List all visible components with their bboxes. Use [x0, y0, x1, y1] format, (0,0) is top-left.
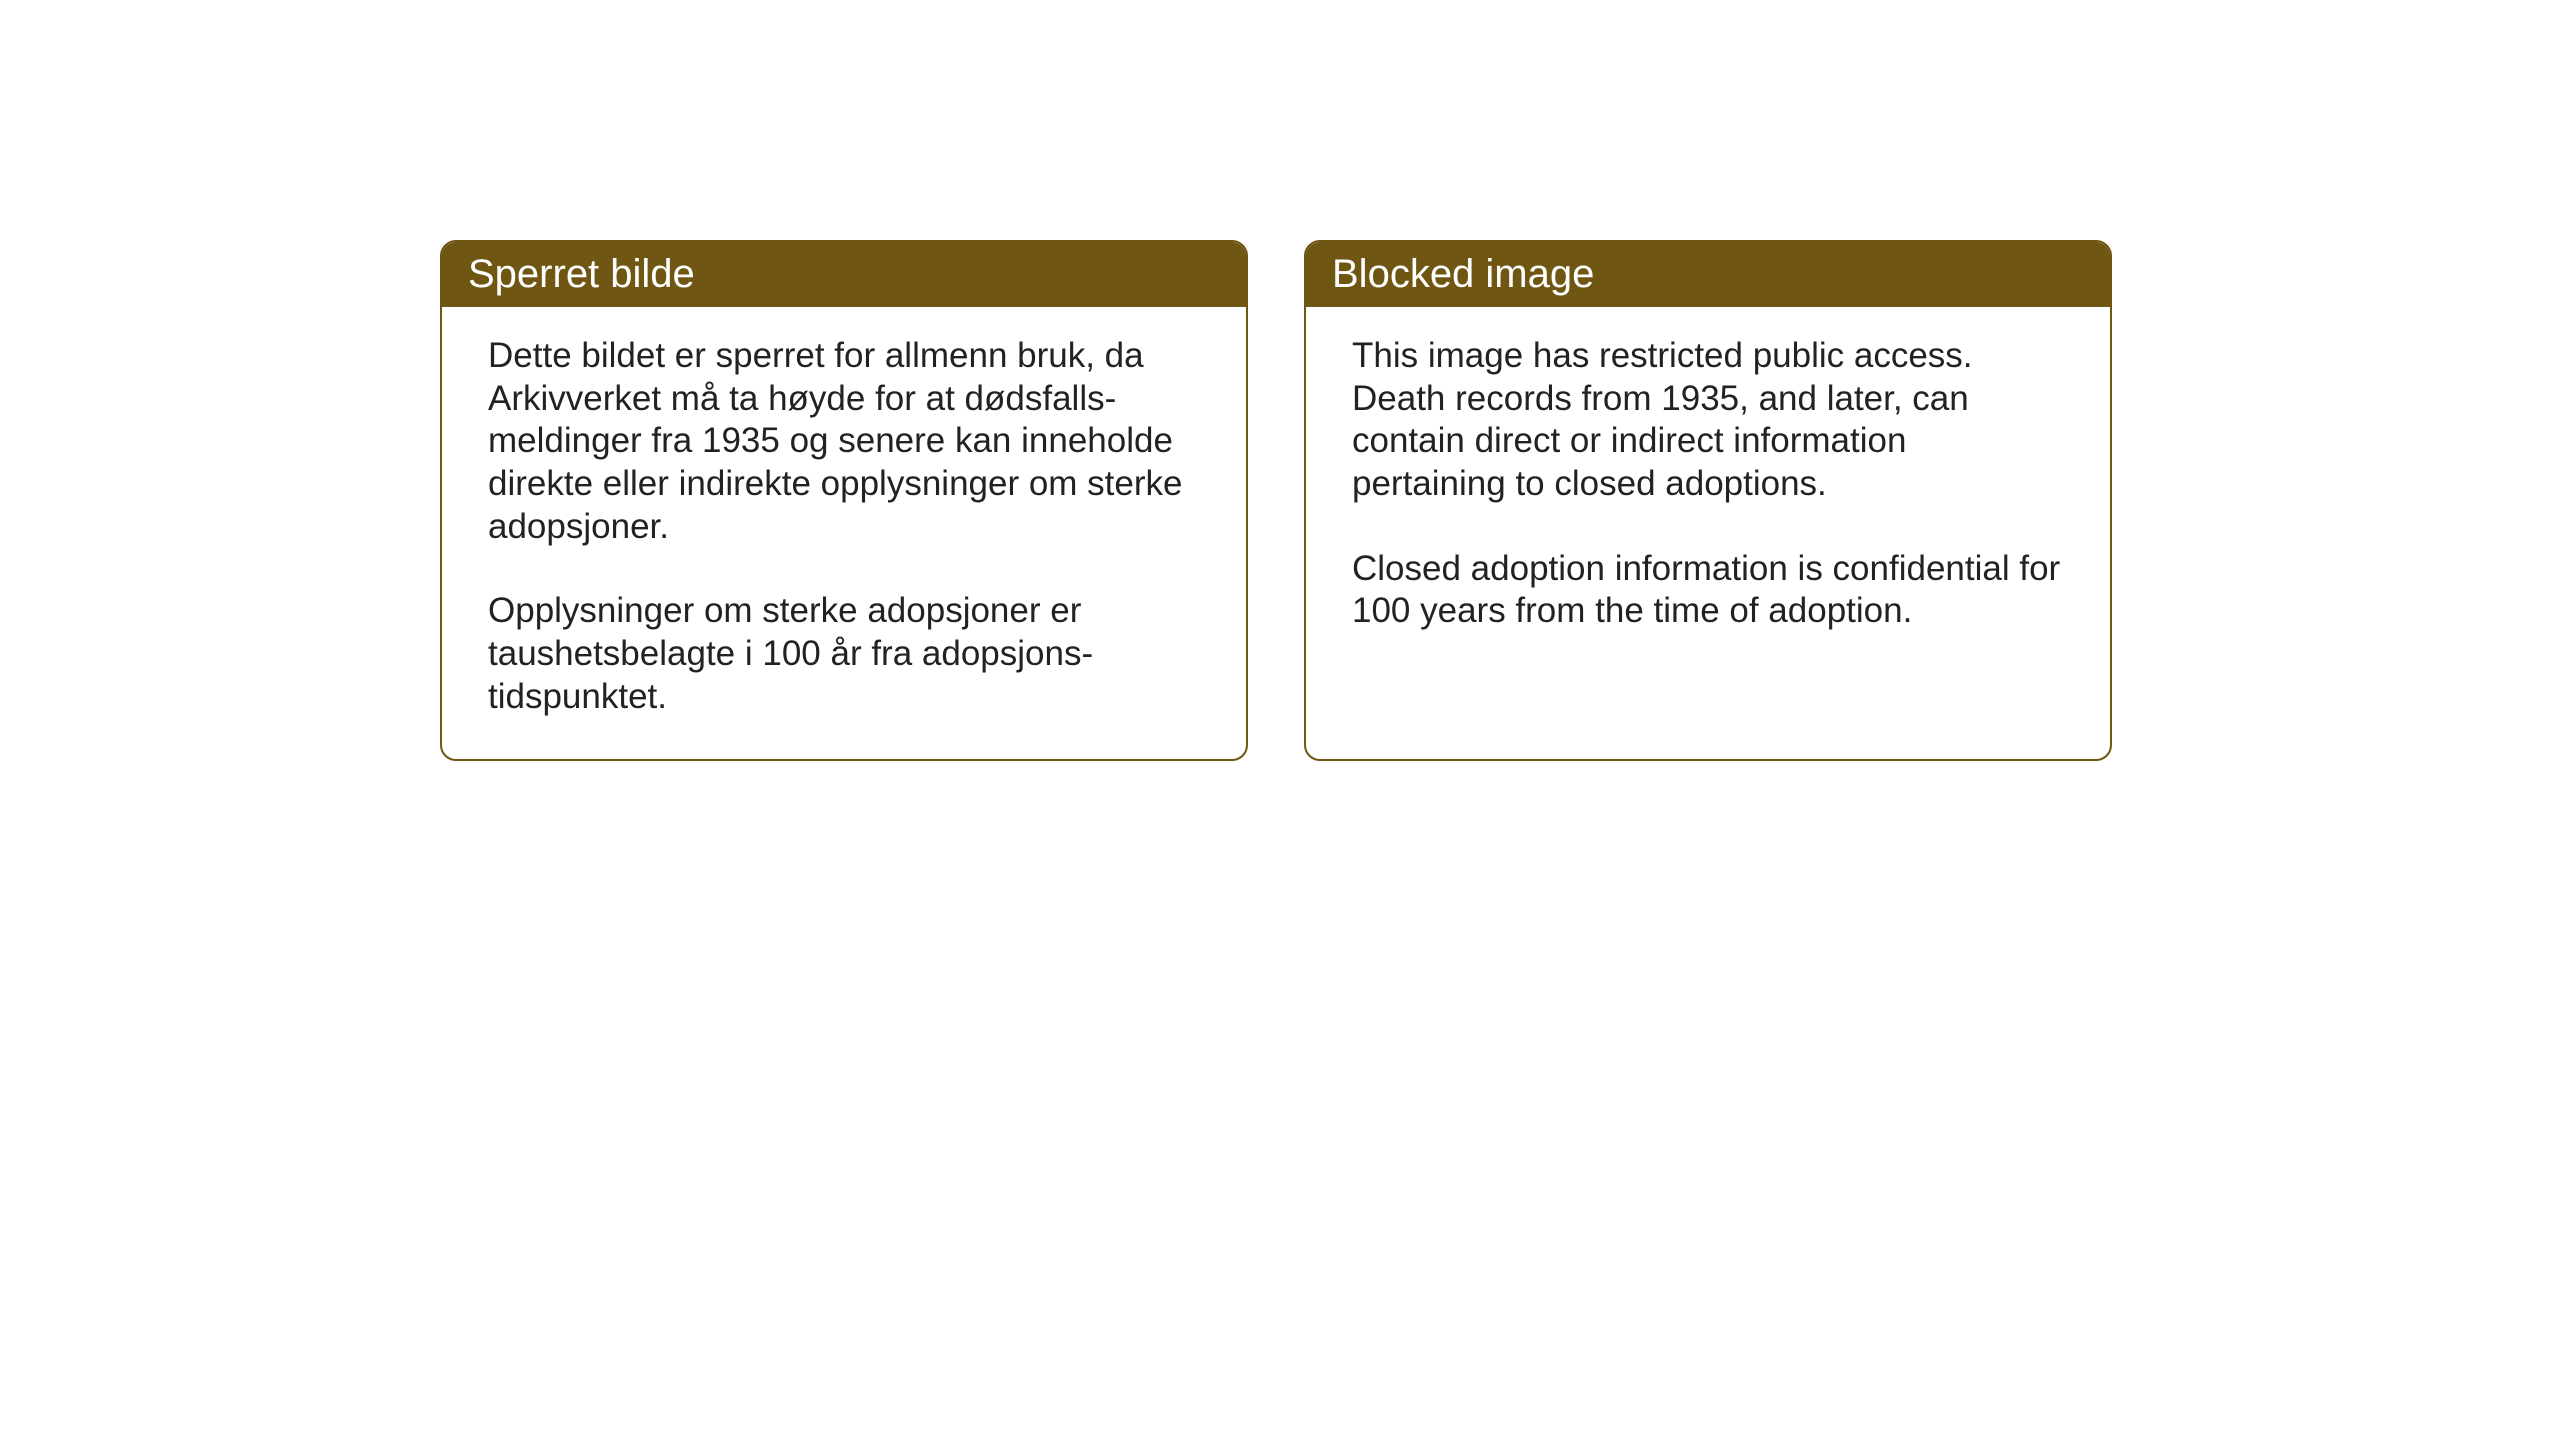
paragraph-english-2: Closed adoption information is confident… [1352, 548, 2064, 633]
card-title-norwegian: Sperret bilde [442, 242, 1246, 307]
card-title-english: Blocked image [1306, 242, 2110, 307]
notice-container: Sperret bilde Dette bildet er sperret fo… [440, 240, 2112, 761]
notice-card-english: Blocked image This image has restricted … [1304, 240, 2112, 761]
notice-card-norwegian: Sperret bilde Dette bildet er sperret fo… [440, 240, 1248, 761]
paragraph-english-1: This image has restricted public access.… [1352, 335, 2064, 506]
card-body-norwegian: Dette bildet er sperret for allmenn bruk… [442, 307, 1246, 759]
paragraph-norwegian-1: Dette bildet er sperret for allmenn bruk… [488, 335, 1200, 548]
paragraph-norwegian-2: Opplysninger om sterke adopsjoner er tau… [488, 590, 1200, 718]
card-body-english: This image has restricted public access.… [1306, 307, 2110, 747]
